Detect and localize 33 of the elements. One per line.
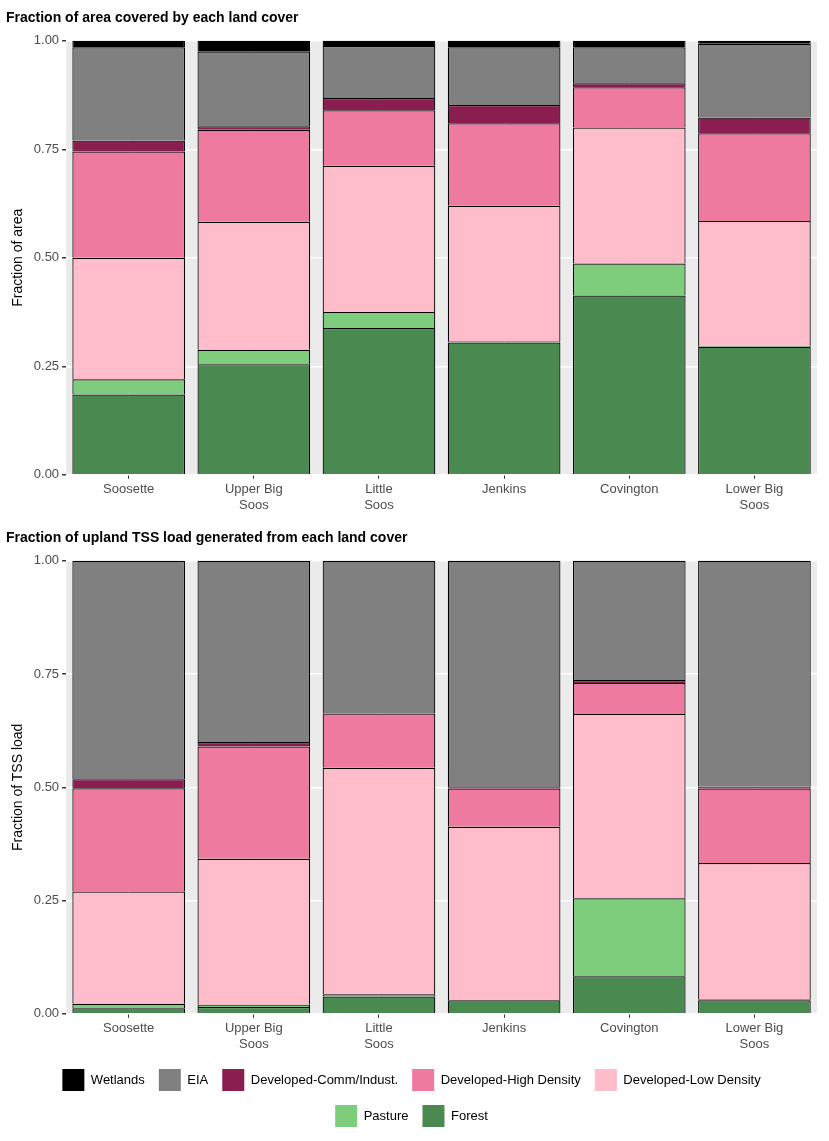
y-tick-label: 1.00	[33, 32, 60, 48]
legend-label: Developed-High Density	[440, 1071, 582, 1087]
x-tick-label: Lower Big Soos	[725, 1020, 784, 1051]
x-tick-label: Covington	[600, 1020, 659, 1036]
x-tick-label: Upper Big Soos	[224, 1020, 283, 1051]
legend-label: Pasture	[363, 1107, 409, 1123]
chart-title: Fraction of area covered by each land cover	[6, 9, 300, 26]
legend-label: Developed-Comm/Indust.	[250, 1071, 399, 1087]
chart-title: Fraction of upland TSS load generated from each land cover	[6, 529, 408, 546]
legend-label: Forest	[450, 1107, 489, 1123]
legend-label: Wetlands	[90, 1071, 146, 1087]
x-tick-label: Little Soos	[364, 481, 395, 512]
x-tick-label: Upper Big Soos	[224, 481, 283, 512]
y-tick-label: 0.75	[33, 665, 60, 681]
x-tick-label: Soosette	[103, 481, 155, 497]
y-tick-label: 0.25	[33, 357, 60, 373]
y-axis-title: Fraction of TSS load	[9, 723, 26, 851]
x-tick-label: Little Soos	[364, 1020, 395, 1051]
x-tick-label: Jenkins	[482, 1020, 527, 1036]
y-tick-label: 1.00	[33, 552, 60, 568]
y-tick-label: 0.50	[33, 778, 60, 794]
y-tick-label: 0.75	[33, 140, 60, 156]
legend-label: EIA	[187, 1071, 209, 1087]
y-tick-label: 0.00	[33, 1005, 60, 1021]
legend-label: Developed-Low Density	[623, 1071, 762, 1087]
x-tick-label: Soosette	[103, 1020, 155, 1036]
x-tick-label: Jenkins	[482, 481, 527, 497]
y-tick-label: 0.50	[33, 249, 60, 265]
x-tick-label: Lower Big Soos	[725, 481, 784, 512]
y-tick-label: 0.00	[33, 466, 60, 482]
x-tick-label: Covington	[600, 481, 659, 497]
y-axis-title: Fraction of area	[9, 208, 26, 307]
y-tick-label: 0.25	[33, 892, 60, 908]
